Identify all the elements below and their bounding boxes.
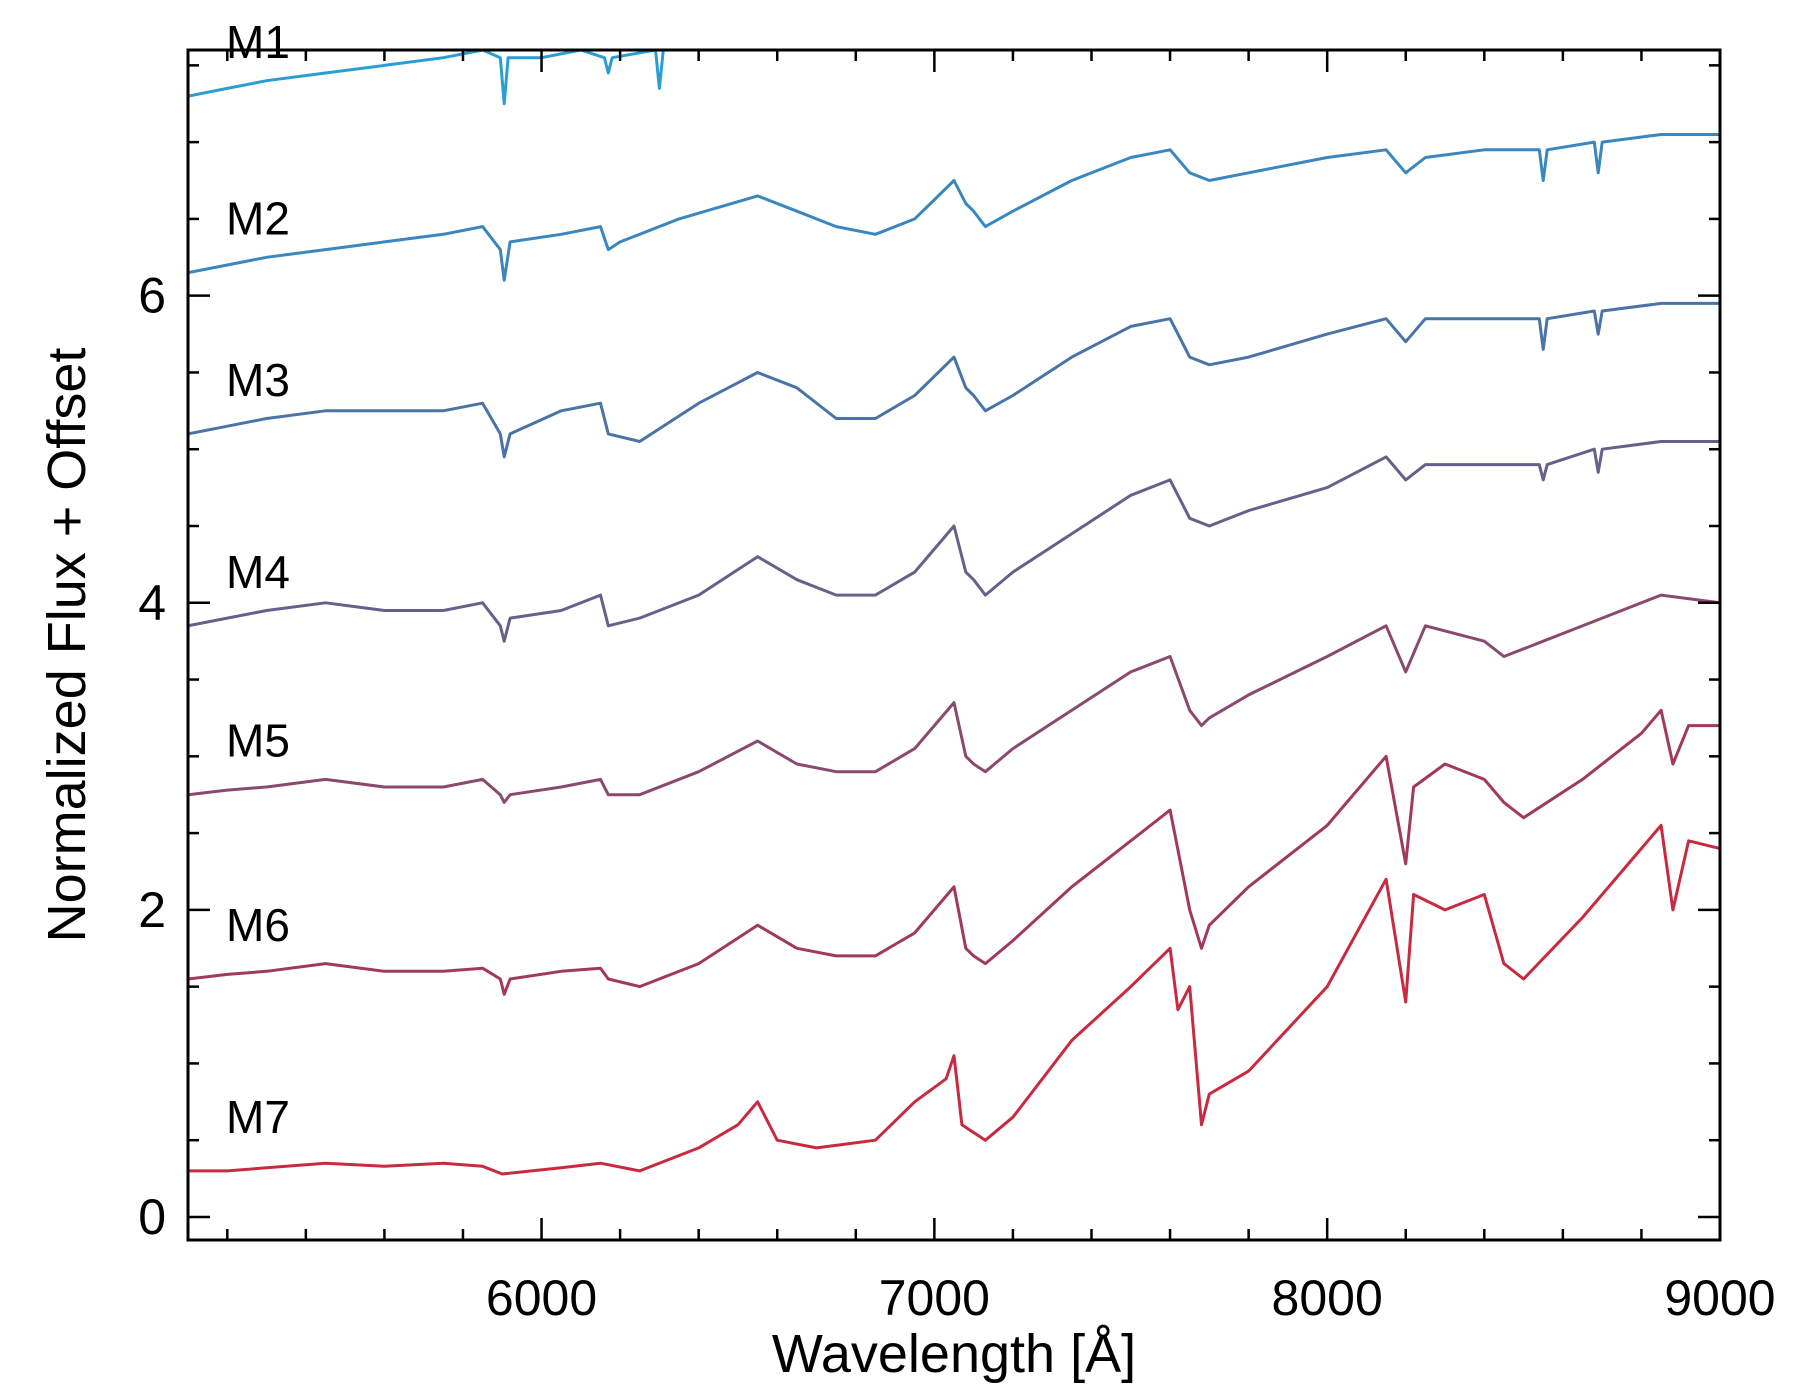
y-tick-label: 4	[138, 575, 166, 631]
series-line-m5	[188, 593, 1720, 804]
series-layer	[188, 50, 1720, 1176]
series-label-m6: M6	[226, 899, 290, 951]
series-label-m2: M2	[226, 193, 290, 245]
series-label-m3: M3	[226, 354, 290, 406]
series-label-m7: M7	[226, 1091, 290, 1143]
series-line-m6	[188, 708, 1720, 996]
tick-layer: 6000 7000 8000 9000 0 2 4 6	[138, 50, 1776, 1326]
series-line-m2	[188, 133, 1720, 282]
series-line-m3	[188, 301, 1720, 459]
x-tick-label: 6000	[486, 1270, 597, 1326]
series-label-layer: M0M1M2M3M4M5M6M7	[226, 16, 290, 1143]
series-label-m4: M4	[226, 546, 290, 598]
series-line-m4	[188, 440, 1720, 643]
x-tick-label: 7000	[879, 1270, 990, 1326]
y-tick-label: 2	[138, 882, 166, 938]
series-line-m1	[188, 50, 880, 106]
x-tick-label: 9000	[1664, 1270, 1775, 1326]
plot-frame	[186, 48, 1722, 1242]
y-tick-label: 6	[138, 268, 166, 324]
x-tick-label: 8000	[1272, 1270, 1383, 1326]
x-axis-title: Wavelength [Å]	[772, 1324, 1136, 1384]
series-line-m7	[188, 823, 1720, 1176]
series-label-m5: M5	[226, 715, 290, 767]
y-axis-title: Normalized Flux + Offset	[37, 348, 97, 943]
y-tick-label: 0	[138, 1189, 166, 1245]
series-label-m1: M1	[226, 16, 290, 68]
